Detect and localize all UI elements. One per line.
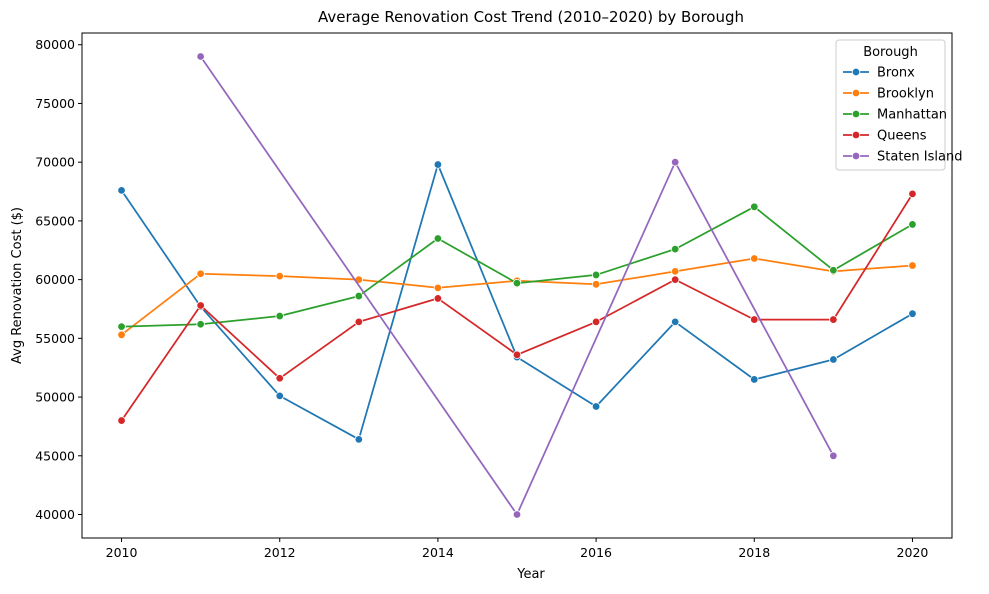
legend-marker [851,130,861,140]
data-point-manhattan [591,270,601,280]
legend-entry-manhattan: Manhattan [843,108,947,123]
data-point-bronx [908,309,917,318]
data-point-brooklyn [750,254,759,263]
series-brooklyn [117,254,917,340]
data-point-brooklyn [196,269,205,278]
chart-title: Average Renovation Cost Trend (2010–2020… [318,8,744,26]
data-point-bronx [354,435,364,444]
y-tick-label: 60000 [35,272,75,287]
data-point-queens [354,317,364,327]
data-point-brooklyn [591,280,601,289]
y-tick-label: 45000 [35,448,75,463]
legend-entry-queens: Queens [843,129,927,144]
y-axis-label: Avg Renovation Cost ($) [10,207,25,364]
legend: Borough Bronx Brooklyn Manhattan Queens Stat… [835,39,962,171]
data-point-brooklyn [117,330,126,340]
x-tick-label: 2010 [106,545,138,560]
data-point-manhattan [908,220,917,229]
legend-entry-bronx: Bronx [843,66,915,81]
data-point-manhattan [433,234,443,243]
series-line-staten-island [199,56,835,516]
data-point-bronx [750,375,759,384]
data-point-manhattan [750,202,759,212]
data-point-queens [591,317,601,327]
data-point-bronx [117,186,126,195]
data-point-manhattan [829,266,838,275]
legend-entry-brooklyn: Brooklyn [843,87,934,102]
y-tick-label: 75000 [35,96,75,111]
y-axis: 40000 45000 50000 55000 60000 65000 70000 75000… [35,37,82,522]
legend-label: Bronx [877,66,915,81]
data-point-staten-island [829,451,838,460]
data-point-bronx [275,391,284,401]
legend-label: Staten Island [877,150,962,165]
data-point-manhattan [117,322,126,331]
y-tick-label: 70000 [35,155,75,170]
series-line-brooklyn [120,257,913,336]
y-tick-label: 40000 [35,507,75,522]
data-point-staten-island [670,157,680,167]
legend-label: Brooklyn [877,87,934,102]
data-point-brooklyn [908,261,917,270]
x-tick-label: 2012 [264,545,296,560]
legend-marker [851,151,861,161]
data-point-staten-island [196,52,205,61]
data-point-manhattan [670,244,680,254]
x-tick-label: 2014 [422,545,454,560]
legend-marker [851,109,861,119]
data-point-manhattan [196,320,205,329]
x-axis-label: Year [516,567,545,582]
x-axis: 2010 2012 2014 2016 2018 2020 [106,538,929,560]
data-point-manhattan [512,278,522,288]
y-tick-label: 55000 [35,331,75,346]
data-point-queens [117,416,126,425]
plot-area-frame [81,32,953,539]
series-layer [117,52,917,519]
data-point-queens [196,301,205,310]
data-point-brooklyn [433,283,443,293]
legend-label: Queens [877,129,927,144]
y-tick-label: 65000 [35,213,75,228]
x-tick-label: 2016 [580,545,612,560]
data-point-brooklyn [275,271,284,281]
data-point-queens [908,189,917,199]
series-manhattan [117,202,917,331]
data-point-queens [829,315,838,324]
series-bronx [117,160,917,444]
data-point-staten-island [512,510,522,519]
series-line-queens [120,193,914,422]
series-line-manhattan [121,205,913,328]
y-tick-label: 50000 [35,390,75,405]
data-point-bronx [829,355,838,364]
legend-items: Bronx Brooklyn Manhattan Queens Staten Islan… [843,66,962,165]
data-point-queens [750,315,759,324]
legend-title: Borough [863,45,918,60]
x-tick-label: 2020 [897,545,929,560]
y-tick-label: 80000 [35,37,75,52]
data-point-manhattan [354,291,364,301]
series-staten-island [196,52,838,519]
legend-marker [851,88,861,98]
data-point-queens [670,275,680,284]
series-line-bronx [120,163,913,441]
data-point-bronx [591,402,601,411]
series-queens [117,189,917,425]
data-point-brooklyn [670,267,680,276]
data-point-bronx [670,317,680,327]
x-tick-label: 2018 [738,545,770,560]
data-point-queens [512,350,522,359]
data-point-queens [275,374,284,383]
legend-marker [851,67,861,77]
legend-label: Manhattan [877,108,947,123]
data-point-bronx [433,160,443,169]
data-point-queens [433,294,443,303]
data-point-manhattan [275,311,284,321]
legend-entry-staten-island: Staten Island [843,150,962,165]
